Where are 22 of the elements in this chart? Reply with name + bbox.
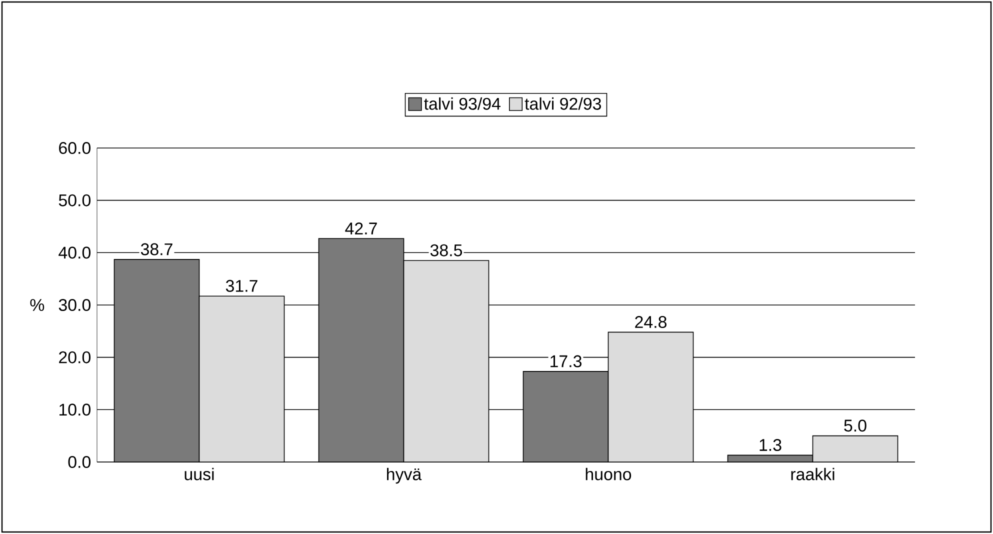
x-tick-label: uusi	[184, 468, 214, 480]
data-label: 31.7	[226, 280, 258, 292]
x-tick-label: huono	[586, 468, 632, 480]
y-tick-label: 20.0	[59, 351, 91, 364]
x-tick-label: raakki	[791, 468, 834, 480]
legend-label: talvi 92/93	[524, 97, 601, 110]
legend-label: talvi 93/94	[424, 97, 500, 110]
y-tick-label: 30.0	[58, 298, 91, 311]
data-label: 24.8	[635, 316, 666, 328]
data-label: 42.7	[345, 222, 377, 234]
data-label: 38.7	[140, 243, 172, 256]
data-label: 1.3	[760, 438, 782, 451]
y-tick-label: 0.0	[68, 456, 91, 468]
y-tick-label: 50.0	[58, 194, 91, 206]
y-tick-label: 40.0	[58, 246, 91, 259]
x-tick-label: hyvä	[387, 468, 422, 484]
y-tick-label: 60.0	[59, 142, 91, 154]
data-label: 38.5	[430, 244, 462, 256]
data-label: 5.0	[844, 420, 866, 432]
data-label: 17.3	[550, 355, 582, 368]
y-axis-title: %	[30, 299, 44, 311]
y-tick-label: 10.0	[59, 404, 91, 416]
